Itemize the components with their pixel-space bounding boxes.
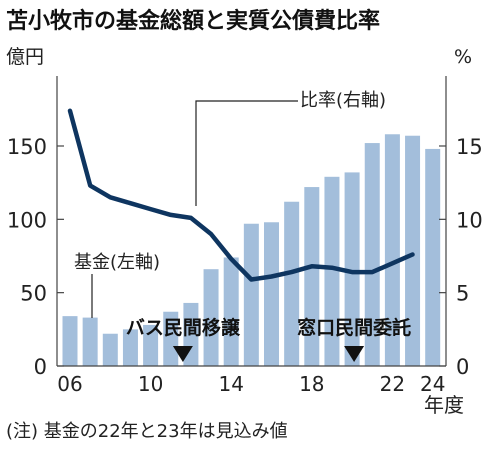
fund-bar-2007 [82, 317, 98, 366]
left-tick-label: 0 [34, 355, 47, 379]
event-label: 窓口民間委託 [297, 316, 411, 339]
left-tick-label: 150 [7, 135, 47, 159]
x-tick-label: 14 [218, 372, 243, 396]
fund-bar-2019 [324, 176, 340, 366]
fund-bar-2006 [62, 316, 78, 366]
left-axis-unit: 億円 [6, 46, 44, 68]
fund-bar-2022 [384, 134, 400, 366]
fund-bar-2016 [264, 222, 279, 366]
ratio-line [67, 108, 415, 282]
x-tick-label: 10 [138, 372, 163, 396]
left-tick-label: 100 [7, 208, 47, 232]
x-tick-label: 06 [57, 372, 82, 396]
event-marker-icon [172, 346, 193, 362]
fund-bar-2013 [203, 269, 219, 366]
ratio-leader-line [195, 100, 298, 206]
fund-bar-2024 [425, 148, 441, 366]
fund-bar-2018 [304, 187, 320, 366]
fund-bar-2020 [344, 172, 360, 366]
events-layer: バス民間移譲 窓口民間委託 [126, 316, 411, 362]
right-tick-label: 5 [456, 282, 469, 306]
event-marker-icon [344, 346, 365, 362]
x-tick-label: 18 [299, 372, 324, 396]
right-tick-label: 0 [456, 355, 469, 379]
series-labels: 比率(右軸) 基金(左軸) [74, 90, 386, 318]
x-tick-label: 24 [420, 372, 445, 396]
event-label: バス民間移譲 [126, 316, 241, 339]
fund-bar-2008 [102, 333, 118, 366]
chart-title: 苫小牧市の基金総額と実質公債費比率 [6, 8, 380, 34]
fund-series-label: 基金(左軸) [74, 252, 160, 273]
axes-layer: 0 50 100 150 0 5 10 15 06 10 14 18 22 24 [7, 76, 483, 396]
fund-bar-2021 [364, 143, 380, 366]
fund-bar-2014 [223, 257, 239, 366]
ratio-series-label: 比率(右軸) [300, 90, 386, 111]
fund-bar-2010 [143, 324, 159, 366]
fund-bar-2017 [284, 201, 300, 366]
fund-bar-2009 [122, 329, 138, 366]
fund-bar-2015 [243, 223, 259, 366]
right-tick-label: 15 [456, 135, 483, 159]
right-axis-unit: % [454, 46, 472, 68]
right-tick-label: 10 [456, 208, 483, 232]
left-tick-label: 50 [20, 282, 47, 306]
x-tick-label: 22 [380, 372, 405, 396]
ratio-line-layer [67, 108, 415, 282]
x-axis-unit: 年度 [424, 393, 464, 417]
footnote: (注) 基金の22年と23年は見込み値 [6, 421, 288, 442]
fund-bar-2011 [163, 311, 179, 366]
fund-bar-2023 [405, 135, 421, 366]
